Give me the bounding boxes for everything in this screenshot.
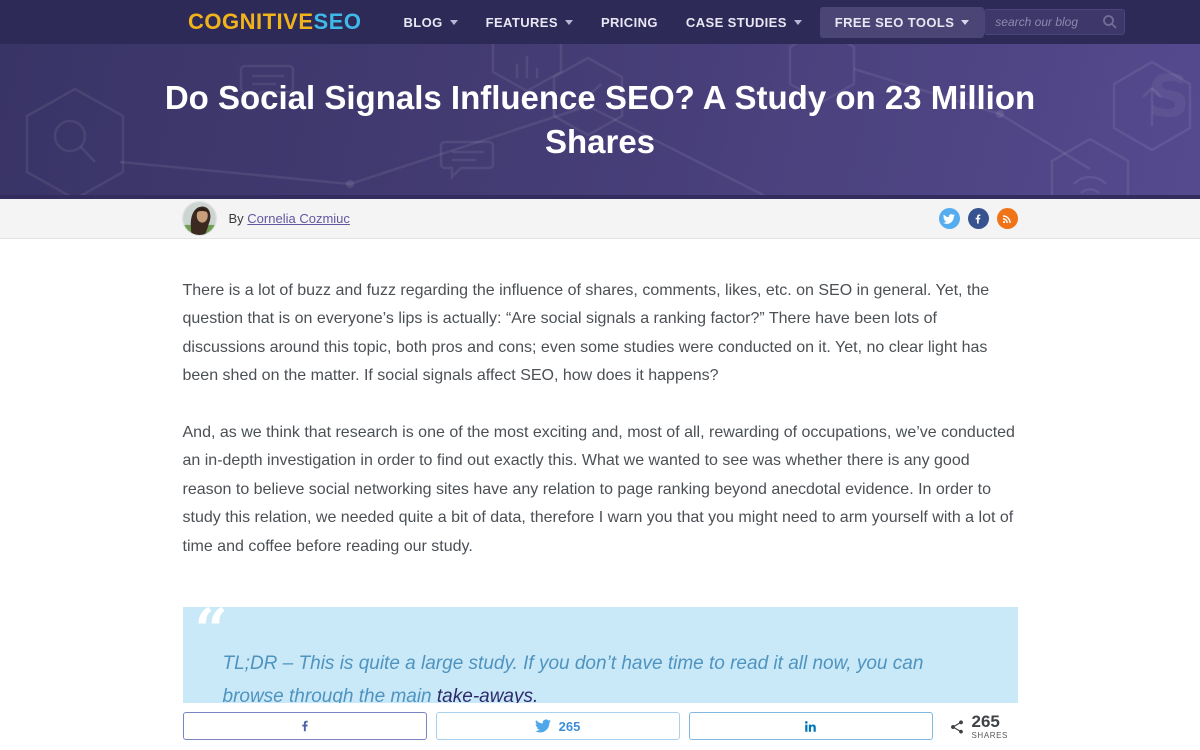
nav-item-label: CASE STUDIES	[685, 14, 787, 30]
nav-item-label: FREE SEO TOOLS	[834, 14, 955, 30]
rss-icon[interactable]	[996, 208, 1018, 229]
nav-item-label: BLOG	[403, 14, 443, 30]
total-share-label: SHARES	[971, 731, 1008, 740]
chevron-down-icon	[961, 19, 970, 25]
nav-item-pricing[interactable]: PRICING	[587, 5, 672, 40]
facebook-icon	[301, 720, 308, 732]
logo-part-cognitive: COGNITIVE	[188, 9, 314, 34]
share-facebook-button[interactable]	[182, 712, 427, 740]
share-icon	[950, 719, 963, 734]
chevron-down-icon	[564, 19, 573, 25]
quote-icon: “	[194, 596, 228, 665]
nav-item-case-studies[interactable]: CASE STUDIES	[672, 5, 816, 40]
twitter-icon[interactable]	[938, 208, 960, 229]
hero-background-pattern: # S	[25, 44, 1192, 199]
byline-prefix: By	[228, 211, 244, 226]
paragraph-2: And, as we think that research is one of…	[182, 423, 1015, 555]
search-input[interactable]	[984, 9, 1126, 35]
twitter-icon	[534, 719, 551, 733]
top-navigation: COGNITIVESEO BLOG FEATURES PRICING CASE …	[0, 0, 1200, 44]
search-icon[interactable]	[1102, 14, 1118, 35]
nav-item-free-seo-tools[interactable]: FREE SEO TOOLS	[819, 6, 985, 38]
nav-item-label: FEATURES	[485, 14, 558, 30]
share-twitter-button[interactable]: 265	[435, 712, 680, 740]
logo-part-seo: SEO	[313, 9, 362, 34]
svg-text:#: #	[208, 181, 277, 199]
share-bar: 265 265 SHARES	[0, 703, 1200, 750]
twitter-share-count: 265	[558, 718, 581, 734]
tldr-blockquote: “ TL;DR – This is quite a large study. I…	[182, 601, 1018, 713]
tldr-text: TL;DR – This is quite a large study. If …	[223, 647, 978, 713]
nav-item-label: PRICING	[600, 14, 658, 30]
author-social-icons	[938, 208, 1018, 229]
total-share-count: 265	[971, 712, 1000, 731]
nav-item-features[interactable]: FEATURES	[472, 5, 587, 40]
chevron-down-icon	[793, 19, 802, 25]
facebook-icon[interactable]	[967, 208, 989, 229]
total-shares: 265 SHARES	[949, 712, 1009, 740]
take-aways-link[interactable]: take-aways.	[436, 686, 539, 708]
page-title: Do Social Signals Influence SEO? A Study…	[164, 79, 1036, 160]
tldr-text-body: TL;DR – This is quite a large study. If …	[222, 653, 924, 708]
author-avatar[interactable]	[182, 202, 216, 235]
paragraph-1: There is a lot of buzz and fuzz regardin…	[182, 282, 990, 385]
author-bar: By Cornelia Cozmiuc	[0, 199, 1200, 239]
cognitiveseo-logo[interactable]: COGNITIVESEO	[188, 9, 361, 35]
svg-text:S: S	[1148, 62, 1190, 130]
nav-item-blog[interactable]: BLOG	[389, 5, 471, 40]
nav-menu: BLOG FEATURES PRICING CASE STUDIES FREE …	[389, 5, 985, 40]
share-linkedin-button[interactable]	[688, 712, 933, 740]
article-body: There is a lot of buzz and fuzz regardin…	[182, 277, 1018, 713]
chevron-down-icon	[449, 19, 458, 25]
author-link[interactable]: Cornelia Cozmiuc	[247, 211, 350, 226]
linkedin-icon	[805, 720, 816, 732]
hero-banner: # S Do Social Signals Influence SEO? A S…	[0, 44, 1200, 199]
blog-search	[984, 9, 1126, 35]
byline: By Cornelia Cozmiuc	[229, 211, 350, 226]
